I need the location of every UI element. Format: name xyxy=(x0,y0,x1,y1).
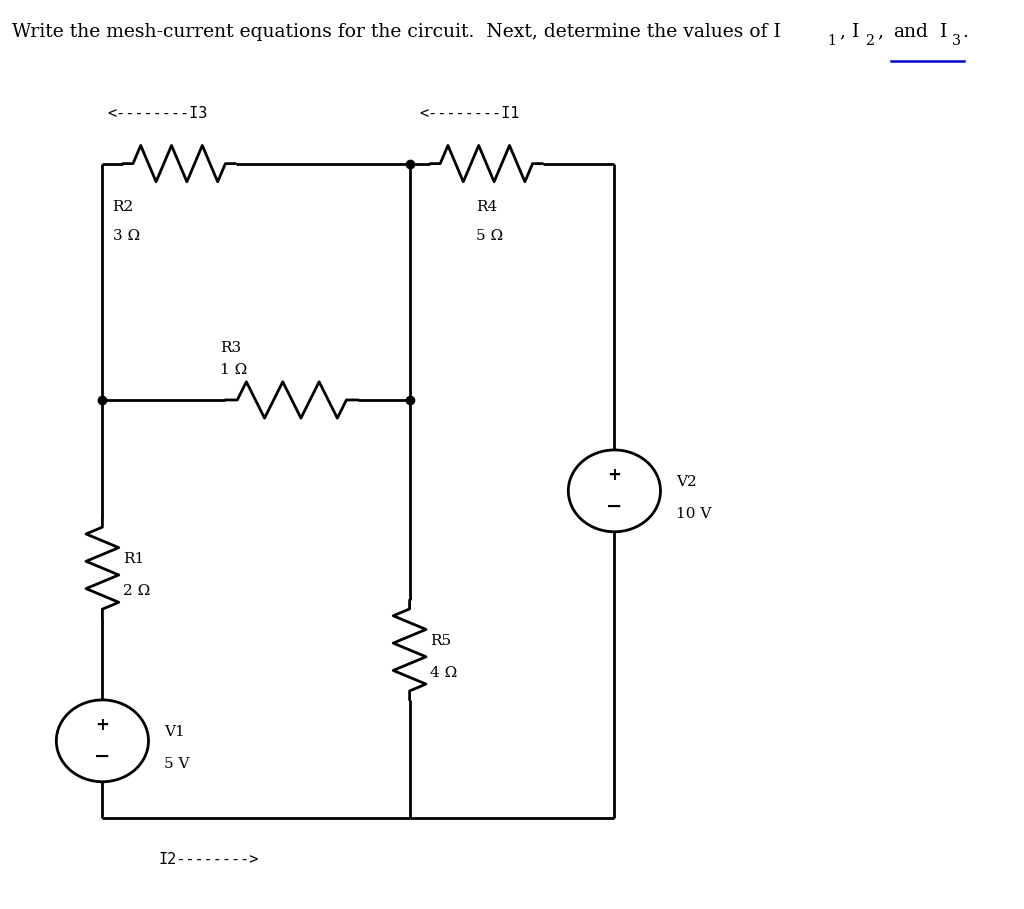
Text: R4: R4 xyxy=(476,200,498,214)
Text: 3 Ω: 3 Ω xyxy=(113,229,139,243)
Text: 2: 2 xyxy=(865,34,874,47)
Text: 3: 3 xyxy=(952,34,962,47)
Text: 5 V: 5 V xyxy=(164,756,189,771)
Text: <--------I3: <--------I3 xyxy=(108,106,208,121)
Text: R3: R3 xyxy=(220,341,242,355)
Text: and: and xyxy=(893,23,928,41)
Text: I: I xyxy=(934,23,947,41)
Text: Write the mesh-current equations for the circuit.  Next, determine the values of: Write the mesh-current equations for the… xyxy=(12,23,781,41)
Text: ,: , xyxy=(878,23,890,41)
Text: 10 V: 10 V xyxy=(676,506,712,521)
Text: +: + xyxy=(607,466,622,484)
Text: .: . xyxy=(963,23,969,41)
Text: 1: 1 xyxy=(827,34,837,47)
Text: , I: , I xyxy=(840,23,859,41)
Text: <--------I1: <--------I1 xyxy=(420,106,520,121)
Text: 5 Ω: 5 Ω xyxy=(476,229,503,243)
Text: 1 Ω: 1 Ω xyxy=(220,364,248,377)
Text: R5: R5 xyxy=(430,634,452,648)
Text: I2-------->: I2--------> xyxy=(159,852,259,866)
Text: −: − xyxy=(606,497,623,516)
Text: 4 Ω: 4 Ω xyxy=(430,665,458,680)
Text: 2 Ω: 2 Ω xyxy=(123,584,151,598)
Text: V1: V1 xyxy=(164,724,184,739)
Text: V2: V2 xyxy=(676,474,696,489)
Text: +: + xyxy=(95,716,110,734)
Text: R1: R1 xyxy=(123,552,144,566)
Text: R2: R2 xyxy=(113,200,134,214)
Text: −: − xyxy=(94,747,111,766)
